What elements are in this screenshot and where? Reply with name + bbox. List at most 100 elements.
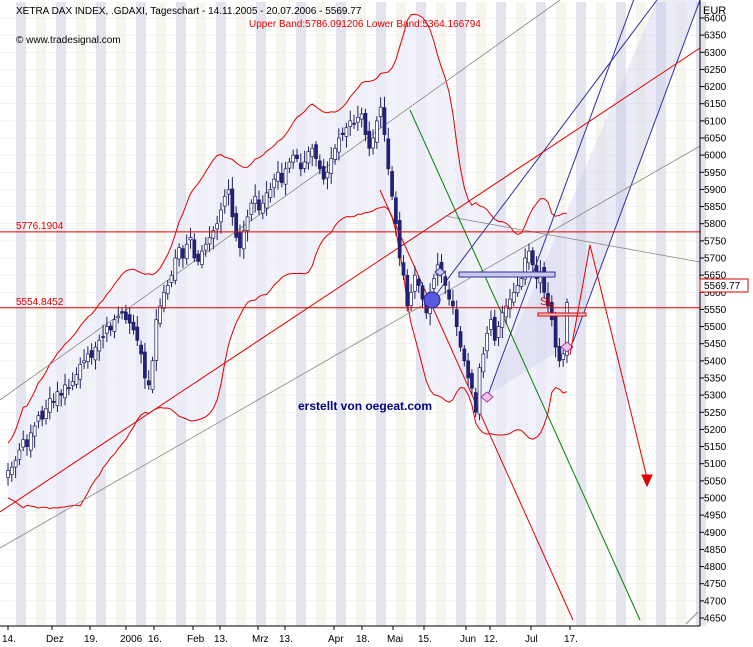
y-tick-label: 5400 <box>704 356 727 367</box>
candle-body <box>515 285 520 294</box>
candle-body <box>93 346 98 361</box>
y-tick-label: 4850 <box>704 545 727 556</box>
y-tick-label: 4650 <box>704 614 727 625</box>
candle-body <box>101 336 105 338</box>
y-tick-label: 5550 <box>704 305 727 316</box>
currency-label: EUR <box>703 5 726 17</box>
candle-body <box>458 331 463 348</box>
candle-body <box>416 278 421 286</box>
y-tick-label: 5300 <box>704 391 727 402</box>
candle-body <box>9 466 14 475</box>
candle-body <box>344 127 349 137</box>
stop-loss-bar <box>537 312 587 317</box>
candle-body <box>203 243 208 251</box>
y-tick-label: 5450 <box>704 339 727 350</box>
candle-body <box>28 432 33 451</box>
grid-stripe <box>256 2 266 626</box>
x-tick-label: 13. <box>214 634 228 645</box>
candle-body <box>473 392 478 413</box>
upper-band <box>7 13 568 444</box>
candle-body <box>546 293 550 307</box>
candle-body <box>291 154 296 163</box>
candle-body <box>207 237 212 245</box>
x-tick-label: 12. <box>484 634 498 645</box>
candle-body <box>21 439 26 448</box>
candle-body <box>397 220 402 259</box>
y-tick-label: 5500 <box>704 322 727 333</box>
candle-body <box>44 408 48 419</box>
candle-body <box>55 391 60 406</box>
y-axis: 4650 4700 4750 4800 4850 4900 4950 5000 5050 5100… <box>0 0 727 627</box>
y-tick-label: 6300 <box>704 48 727 59</box>
grid-stripe <box>316 2 326 626</box>
x-tick-label: Mai <box>387 634 403 645</box>
candle-body <box>108 325 113 331</box>
candle-body <box>283 168 288 185</box>
candle-body <box>32 425 37 437</box>
grid-stripe <box>336 2 346 626</box>
candle-body <box>143 351 147 379</box>
candle-body <box>462 348 467 362</box>
candle-body <box>184 243 189 259</box>
candle-body <box>432 278 436 289</box>
candle-body <box>230 188 235 218</box>
candle-body <box>260 202 265 214</box>
candle-body <box>173 257 178 281</box>
resize-grip <box>685 611 699 625</box>
candle-body <box>492 316 497 341</box>
x-axis: 14. Dez 19. 2006 16. Feb 13. Mrz 13. Apr 18. Mai 15.… <box>2 626 578 645</box>
grid-stripe <box>76 2 86 626</box>
candle-body <box>188 237 193 241</box>
candle-body <box>245 216 250 231</box>
candle-body <box>527 250 531 264</box>
y-tick-label: 4800 <box>704 562 727 573</box>
candle-body <box>409 291 413 307</box>
candle-body <box>549 301 554 321</box>
y-tick-label: 5000 <box>704 494 727 505</box>
y-tick-label: 5950 <box>704 168 727 179</box>
candle-body <box>302 161 307 169</box>
candle-body <box>257 199 261 211</box>
candle-body <box>511 291 516 303</box>
grid-stripe <box>676 2 686 626</box>
candle-body <box>470 373 474 389</box>
candle-body <box>89 350 94 358</box>
y-tick-label: 5850 <box>704 202 727 213</box>
resistance-box <box>458 271 556 278</box>
candle-body <box>135 326 140 341</box>
candle-body <box>413 274 417 292</box>
candle-body <box>314 144 318 159</box>
y-tick-label: 5350 <box>704 374 727 385</box>
candle-body <box>378 106 383 117</box>
candle-body <box>466 360 470 379</box>
grid-stripe <box>396 2 406 626</box>
y-tick-label: 5600 <box>704 288 727 299</box>
candle-body <box>97 339 102 352</box>
source-credit: © www.tradesignal.com <box>16 35 121 46</box>
y-tick-label: 6350 <box>704 31 727 42</box>
candle-body <box>127 314 132 324</box>
candle-body <box>192 239 197 259</box>
y-tick-label: 6250 <box>704 65 727 76</box>
candle-body <box>519 278 524 287</box>
candle-body <box>298 162 303 170</box>
y-tick-label: 4900 <box>704 528 727 539</box>
y-tick-label: 5100 <box>704 459 727 470</box>
candle-body <box>86 353 90 362</box>
candle-body <box>47 398 52 413</box>
lower-band <box>7 206 568 510</box>
candle-body <box>489 319 493 330</box>
candle-body <box>447 289 451 300</box>
candle-body <box>317 160 322 170</box>
candle-body <box>36 415 41 422</box>
candle-body <box>508 298 512 310</box>
candle-body <box>356 117 360 123</box>
grid-stripe <box>376 2 386 626</box>
candle-body <box>306 151 311 164</box>
candle-body <box>70 381 75 386</box>
box-diamond-marker <box>434 267 446 277</box>
y-tick-label: 6400 <box>704 14 727 25</box>
candle-body <box>276 171 280 182</box>
x-tick-label: Apr <box>328 634 344 645</box>
